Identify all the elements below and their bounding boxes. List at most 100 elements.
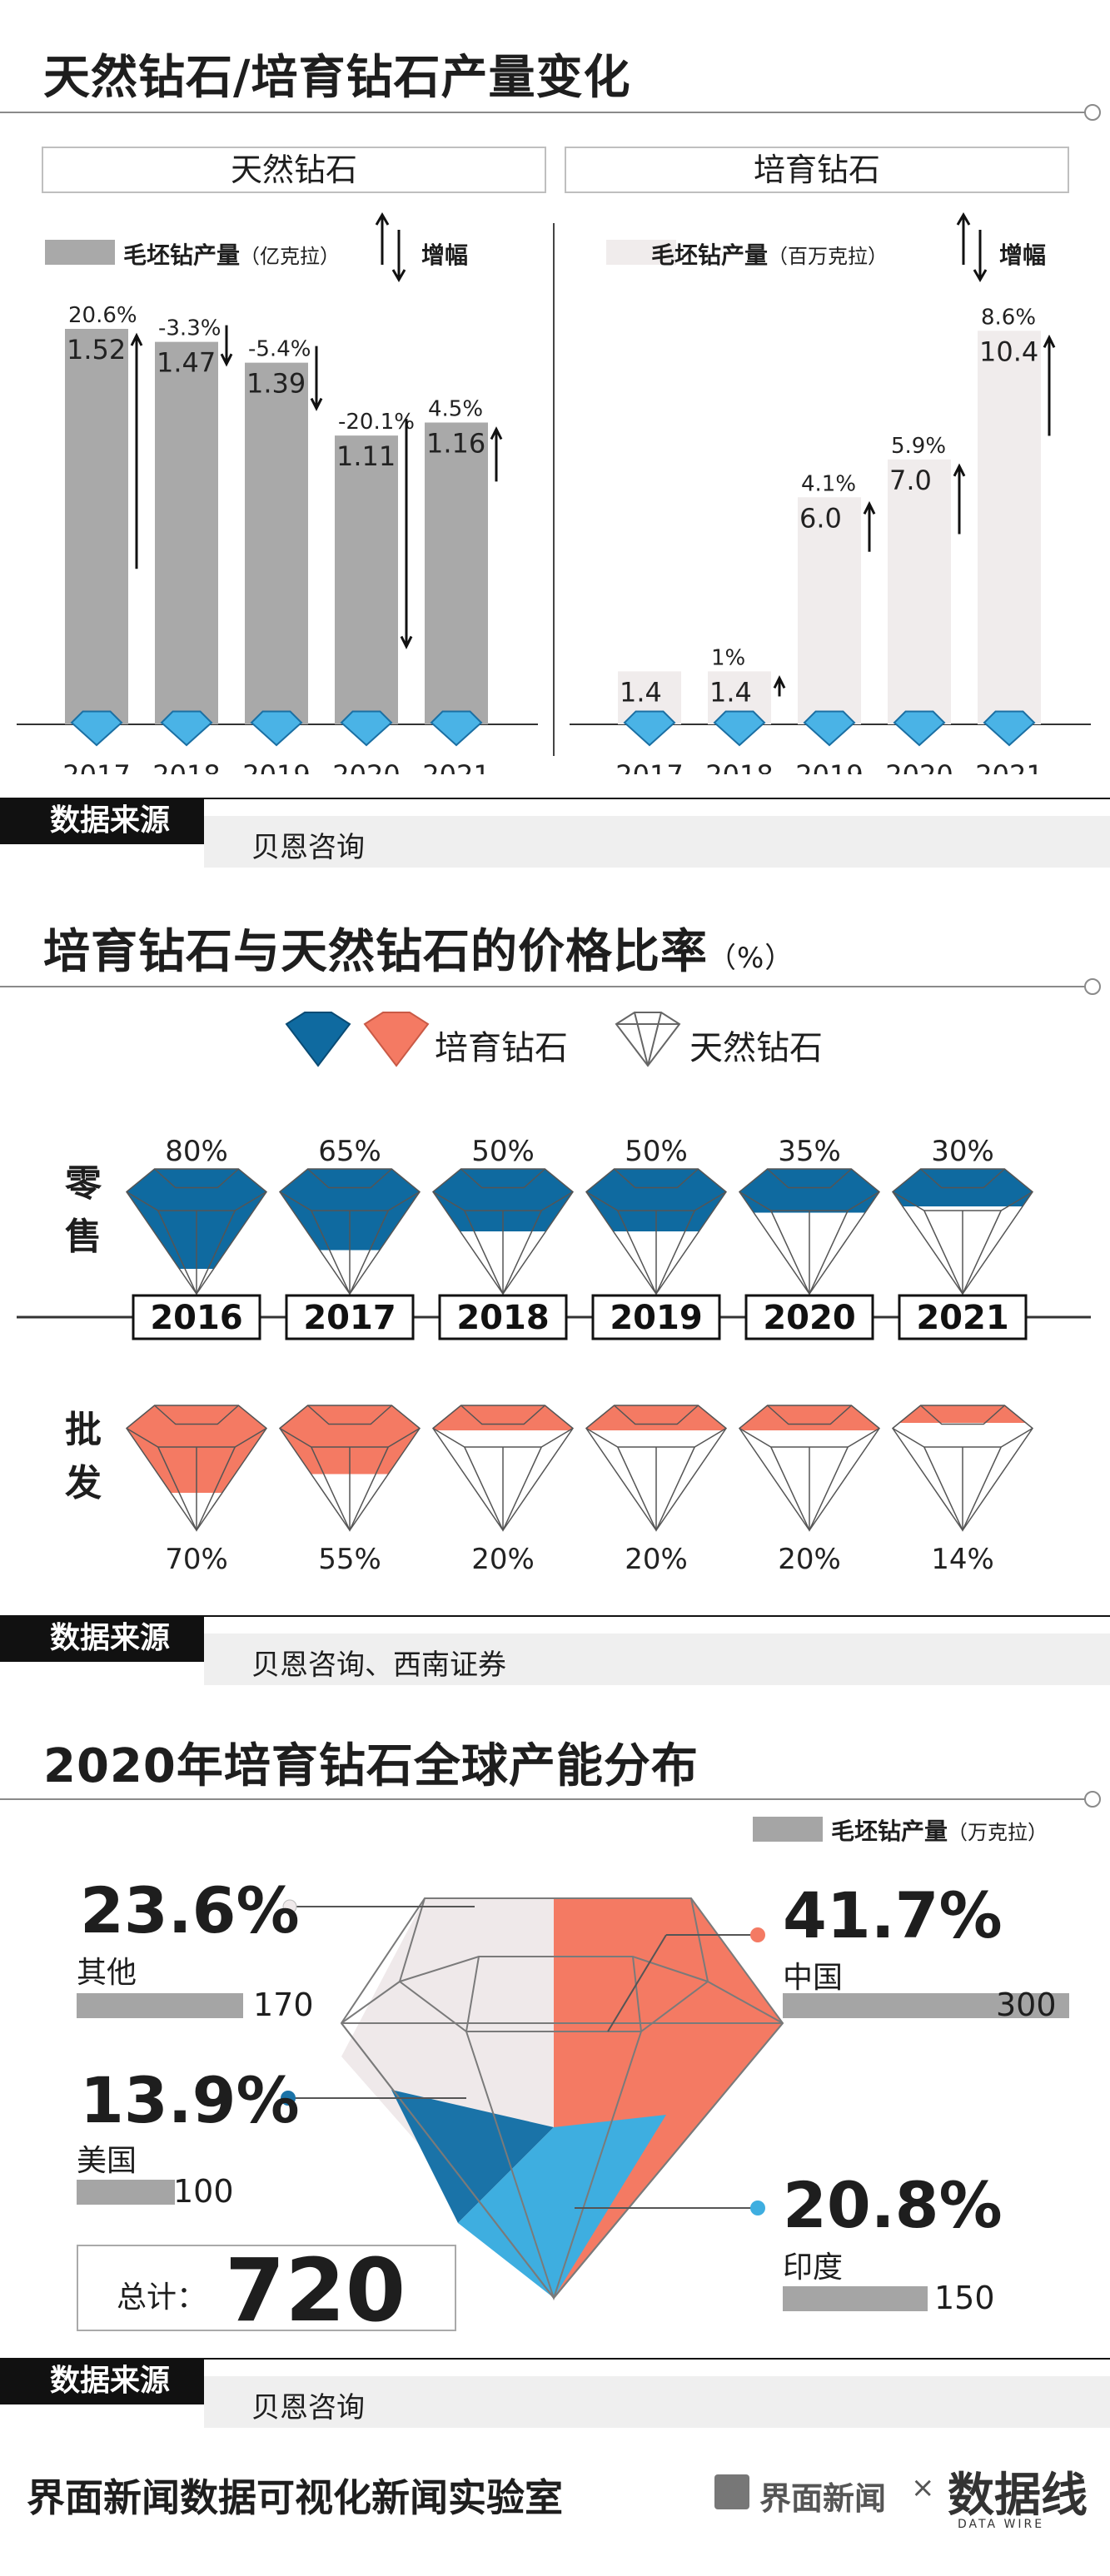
india-capacity-value: 150 — [934, 2280, 995, 2316]
wholesale-ratio-label: 20% — [625, 1543, 688, 1576]
natural-bar-value: 1.39 — [246, 368, 306, 400]
lab-bar — [888, 459, 951, 724]
retail-ratio-label: 30% — [931, 1135, 994, 1168]
lab-change-label: 增幅 — [999, 241, 1047, 269]
lab-bar — [978, 331, 1041, 724]
natural-bar — [425, 422, 488, 724]
india-share-pct: 20.8% — [783, 2168, 1003, 2242]
wholesale-ratio-fill — [893, 1405, 1033, 1423]
retail-label: 零售 — [65, 1162, 102, 1258]
source-text: 贝恩咨询、西南证券 — [251, 1649, 506, 1682]
usa-capacity-value: 100 — [173, 2173, 234, 2210]
legend-lab-label: 培育钻石 — [435, 1029, 568, 1067]
diamond-icon — [160, 710, 213, 747]
year-box — [744, 1294, 874, 1340]
natural-bar-value: 1.16 — [426, 428, 485, 460]
diamond-icon — [983, 710, 1036, 747]
usa-region-name: 美国 — [77, 2144, 137, 2178]
usa-share-pct: 13.9% — [80, 2063, 300, 2137]
retail-ratio-label: 65% — [318, 1135, 381, 1168]
natural-bar — [155, 341, 218, 724]
retail-ratio-label: 80% — [165, 1135, 228, 1168]
capacity-legend-swatch — [753, 1817, 823, 1842]
natural-bar-value: 1.47 — [157, 347, 216, 379]
year-box — [591, 1294, 721, 1340]
year-label: 2017 — [303, 1299, 396, 1337]
wholesale-ratio-label: 14% — [931, 1543, 994, 1576]
lab-year-label: 2017 — [615, 759, 683, 774]
diamond-icon — [250, 710, 303, 747]
lab-change-label: 5.9% — [891, 434, 946, 459]
diamond-icon — [340, 710, 393, 747]
year-label: 2019 — [610, 1299, 702, 1337]
lab-diamond-legend-icon — [285, 1012, 430, 1067]
natural-bar-value: 1.52 — [67, 334, 126, 366]
china-region-name: 中国 — [783, 1961, 844, 1995]
wholesale-label: 批发 — [65, 1409, 102, 1504]
year-box — [898, 1294, 1028, 1340]
natural-change-label: 增幅 — [421, 241, 469, 269]
lab-legend-swatch — [606, 240, 676, 265]
footer-brand-sub: DATA WIRE — [958, 2518, 1045, 2531]
other-region-name: 其他 — [77, 1956, 137, 1990]
china-share-pct: 41.7% — [783, 1878, 1003, 1952]
section2-title: 培育钻石与天然钻石的价格比率（%） — [43, 925, 794, 979]
year-box — [285, 1294, 415, 1340]
wholesale-ratio-label: 70% — [165, 1543, 228, 1576]
natural-year-label: 2017 — [62, 759, 130, 774]
usa-share-slice — [391, 2090, 554, 2223]
diamond-icon — [623, 710, 676, 747]
footer-times: × — [911, 2471, 935, 2504]
lab-year-label: 2020 — [885, 759, 953, 774]
lab-year-label: 2018 — [705, 759, 773, 774]
natural-bar — [245, 362, 308, 724]
natural-change-arrow-head — [220, 353, 233, 367]
natural-bar-value: 1.11 — [336, 440, 396, 472]
source-label: 数据来源 — [0, 2358, 204, 2404]
lab-change-arrow-head — [773, 675, 786, 689]
natural-change-label: -20.1% — [338, 410, 415, 435]
natural-change-arrow-head — [310, 397, 323, 411]
footer-logo-text: 界面新闻 — [759, 2480, 887, 2517]
lab-year-label: 2019 — [795, 759, 863, 774]
wholesale-ratio-fill — [433, 1405, 573, 1430]
section3-rule — [0, 1798, 1096, 1800]
lab-bar-value: 10.4 — [979, 336, 1038, 367]
leader-lines — [281, 1899, 765, 2215]
year-label: 2021 — [916, 1299, 1008, 1337]
lab-bar-value: 1.4 — [709, 676, 752, 708]
jiemian-logo-icon — [714, 2474, 749, 2509]
natural-year-label: 2019 — [242, 759, 310, 774]
other-share-pct: 23.6% — [80, 1873, 300, 1947]
lab-change-label: 4.1% — [801, 471, 856, 496]
natural-legend-label: 毛坯钻产量（亿克拉） — [123, 241, 341, 269]
total-value: 720 — [225, 2240, 406, 2341]
lab-bar-value: 1.4 — [620, 676, 662, 708]
china-capacity-value: 300 — [996, 1987, 1057, 2023]
source-text: 贝恩咨询 — [251, 831, 365, 864]
lab-change-arrow-head — [953, 463, 966, 477]
source-background — [204, 1634, 1110, 1685]
wholesale-ratio-label: 20% — [471, 1543, 535, 1576]
total-box — [77, 2245, 456, 2331]
lab-year-label: 2021 — [975, 759, 1043, 774]
retail-ratio-label: 50% — [471, 1135, 535, 1168]
total-label: 总计： — [117, 2280, 207, 2315]
footer-brand: 数据线 — [948, 2469, 1088, 2523]
natural-change-label: 20.6% — [68, 303, 137, 328]
source-rule — [0, 1615, 1110, 1617]
source-background — [204, 2376, 1110, 2428]
wholesale-ratio-label: 55% — [318, 1543, 381, 1576]
natural-panel-title: 天然钻石 — [42, 147, 546, 193]
lab-bar-value: 6.0 — [799, 502, 842, 534]
price-ratio-chart: 80% 2016 70% 65% 2017 55% 50% 2018 20% 50% 2019 20%… — [17, 1135, 1091, 1576]
year-label: 2018 — [456, 1299, 549, 1337]
legend-natural-label: 天然钻石 — [689, 1029, 823, 1067]
india-capacity-bar — [783, 2286, 928, 2311]
wholesale-ratio-label: 20% — [778, 1543, 841, 1576]
wholesale-ratio-fill — [586, 1405, 726, 1430]
year-box — [132, 1294, 261, 1340]
up-down-arrows-icon — [375, 212, 406, 282]
lab-legend-label: 毛坯钻产量（百万克拉） — [651, 241, 888, 269]
year-label: 2020 — [763, 1299, 855, 1337]
